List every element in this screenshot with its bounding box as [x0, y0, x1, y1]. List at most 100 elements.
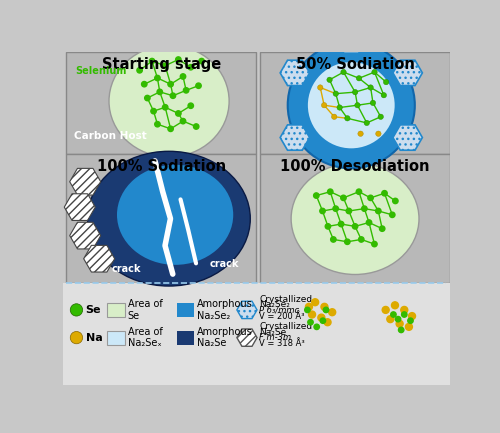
Text: Na₂Se₂: Na₂Se₂ [260, 300, 290, 309]
Circle shape [398, 327, 404, 333]
Text: Crystallized: Crystallized [260, 295, 312, 304]
Circle shape [338, 221, 344, 227]
Circle shape [344, 116, 350, 121]
Polygon shape [84, 246, 114, 272]
Circle shape [384, 79, 389, 85]
Text: crack: crack [209, 259, 238, 269]
Circle shape [352, 224, 358, 229]
Circle shape [352, 90, 358, 95]
Circle shape [162, 105, 168, 110]
Circle shape [180, 74, 186, 79]
Circle shape [194, 124, 199, 129]
Circle shape [330, 237, 336, 242]
Polygon shape [280, 125, 310, 150]
FancyBboxPatch shape [66, 52, 256, 155]
Circle shape [382, 191, 387, 196]
Circle shape [168, 81, 173, 87]
Text: Na₂Se: Na₂Se [260, 328, 286, 337]
Circle shape [308, 320, 313, 325]
Circle shape [381, 93, 386, 98]
Circle shape [199, 58, 204, 64]
Circle shape [328, 309, 336, 316]
Circle shape [328, 189, 333, 194]
Circle shape [320, 318, 326, 323]
Text: P 6₃/mmc: P 6₃/mmc [260, 306, 300, 314]
Circle shape [150, 58, 154, 64]
Circle shape [306, 304, 312, 310]
Text: 100% Sodiation: 100% Sodiation [97, 159, 226, 174]
Text: Area of
Se: Area of Se [128, 299, 162, 321]
Circle shape [358, 131, 364, 136]
Polygon shape [70, 222, 100, 249]
Circle shape [325, 224, 330, 229]
Circle shape [322, 103, 327, 108]
Circle shape [390, 212, 395, 217]
Circle shape [378, 114, 384, 120]
Circle shape [188, 65, 194, 70]
Circle shape [320, 208, 325, 213]
Circle shape [154, 75, 160, 81]
Polygon shape [64, 194, 96, 220]
Circle shape [356, 76, 362, 81]
Text: F m-3m: F m-3m [260, 333, 292, 342]
Circle shape [188, 103, 194, 108]
FancyBboxPatch shape [108, 331, 124, 345]
Circle shape [370, 100, 376, 106]
Circle shape [332, 114, 337, 120]
Text: 100% Desodiation: 100% Desodiation [280, 159, 430, 174]
Circle shape [341, 69, 346, 75]
Circle shape [314, 324, 320, 330]
Circle shape [406, 323, 412, 330]
Ellipse shape [288, 42, 415, 168]
Circle shape [162, 63, 168, 68]
Circle shape [196, 83, 201, 88]
Circle shape [304, 307, 310, 313]
Circle shape [364, 120, 370, 126]
Circle shape [333, 91, 338, 97]
Circle shape [157, 89, 162, 94]
Circle shape [184, 87, 189, 93]
Text: V = 200 Å³: V = 200 Å³ [260, 312, 305, 321]
Text: Amorphous
Na₂Se: Amorphous Na₂Se [198, 327, 253, 349]
Polygon shape [393, 60, 422, 86]
Text: V = 318 Å³: V = 318 Å³ [260, 339, 305, 349]
Ellipse shape [308, 62, 394, 149]
Circle shape [151, 108, 156, 114]
Circle shape [366, 220, 372, 225]
Circle shape [390, 312, 396, 317]
Circle shape [392, 302, 398, 309]
FancyBboxPatch shape [260, 52, 450, 155]
Circle shape [321, 304, 328, 310]
Circle shape [142, 81, 147, 87]
Circle shape [356, 189, 362, 194]
Circle shape [392, 198, 398, 204]
FancyBboxPatch shape [66, 155, 256, 283]
Circle shape [346, 208, 352, 213]
Circle shape [408, 313, 416, 320]
Text: Carbon Host: Carbon Host [74, 130, 147, 141]
Circle shape [372, 69, 377, 75]
Circle shape [333, 206, 338, 211]
Ellipse shape [117, 165, 233, 265]
Circle shape [376, 208, 381, 213]
Text: Crystallized: Crystallized [260, 323, 312, 332]
Circle shape [170, 93, 175, 98]
Circle shape [355, 103, 360, 108]
Text: crack: crack [112, 264, 141, 274]
Circle shape [408, 318, 413, 323]
Circle shape [318, 314, 325, 321]
Circle shape [137, 68, 142, 73]
Circle shape [396, 320, 403, 327]
Circle shape [324, 307, 328, 313]
Text: Area of
Na₂Seₓ: Area of Na₂Seₓ [128, 327, 162, 349]
Circle shape [154, 122, 160, 127]
Circle shape [180, 119, 186, 124]
Ellipse shape [88, 151, 250, 286]
Circle shape [308, 311, 316, 318]
FancyBboxPatch shape [260, 155, 450, 283]
Text: 50% Sodiation: 50% Sodiation [296, 57, 414, 71]
Circle shape [362, 206, 367, 211]
Text: Selenium: Selenium [76, 66, 127, 76]
Circle shape [337, 105, 342, 110]
Circle shape [70, 304, 82, 316]
